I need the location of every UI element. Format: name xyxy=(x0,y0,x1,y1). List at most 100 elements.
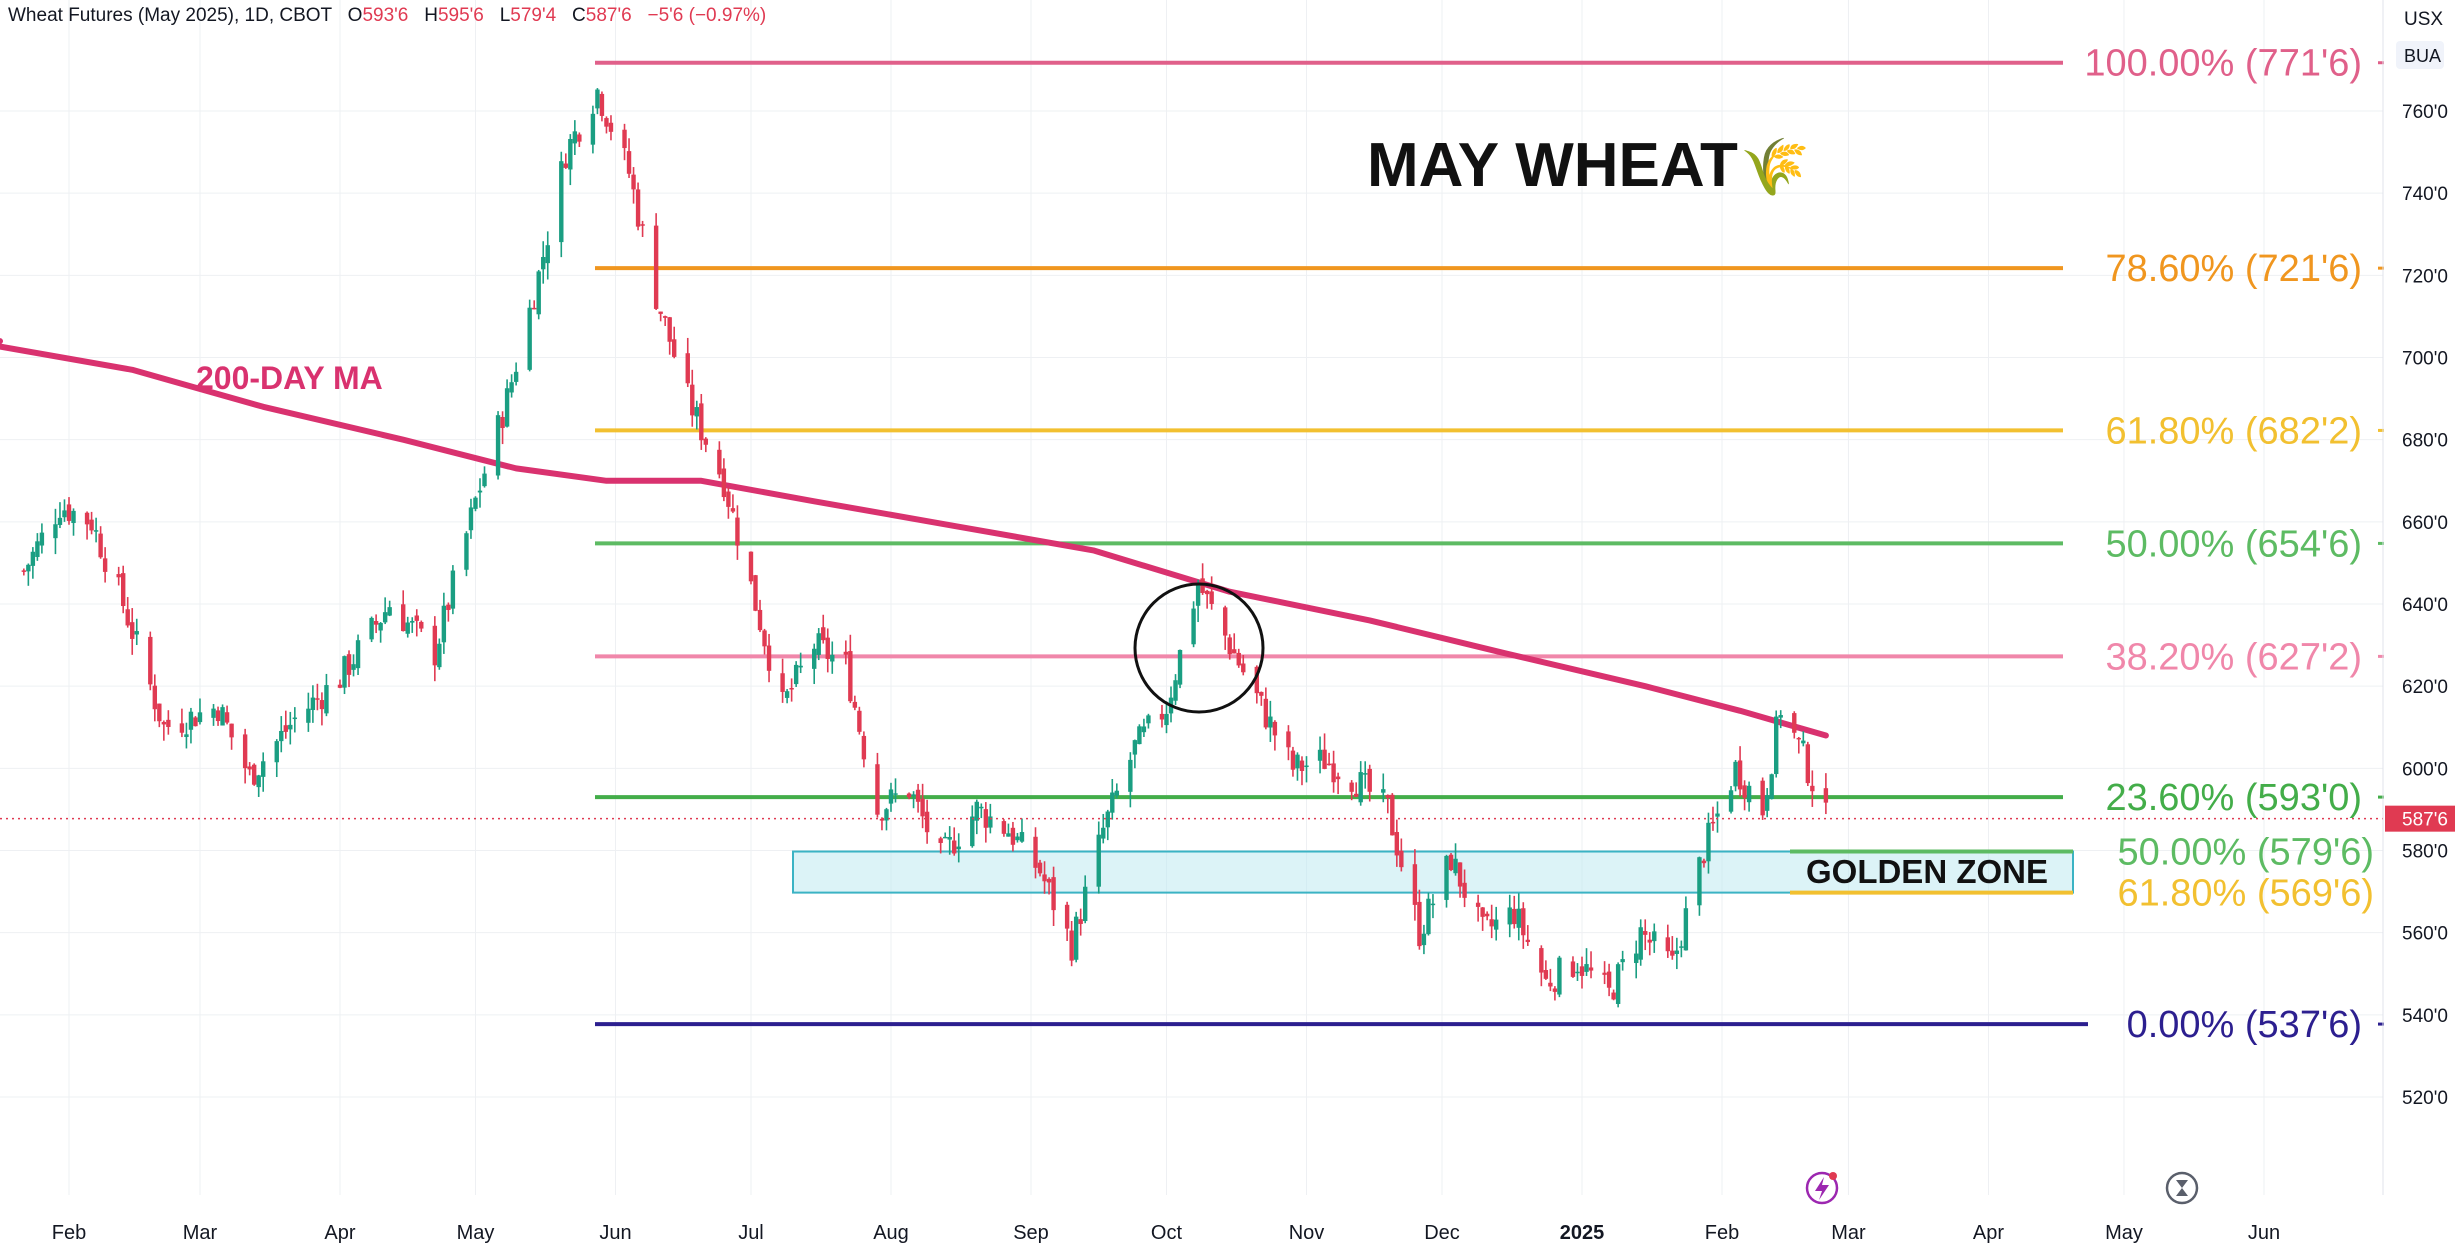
price-axis[interactable]: 760'0 740'0 720'0 700'0 680'0 660'0 640'0 620'0… xyxy=(2382,0,2455,1195)
candles xyxy=(21,88,1829,1008)
candle-down xyxy=(599,93,605,116)
candle-up xyxy=(1638,927,1643,960)
candle-up xyxy=(1110,792,1115,813)
candle-down xyxy=(1037,862,1043,874)
low-value: 579'4 xyxy=(510,5,557,26)
time-axis[interactable]: Feb Mar Apr May Jun Jul Aug Sep Oct Nov Dec 2025 Feb… xyxy=(52,1171,2280,1244)
candle-down xyxy=(1760,780,1765,816)
candle-up xyxy=(559,161,564,243)
x-tick-label: May xyxy=(457,1222,495,1244)
candle-up xyxy=(1746,785,1752,803)
candle-up xyxy=(30,551,36,566)
candle-up xyxy=(26,564,31,572)
moving-average: 200-DAY MA xyxy=(0,338,1829,739)
candle-up xyxy=(1358,772,1363,803)
candle-up xyxy=(541,257,546,270)
x-tick-label: Aug xyxy=(873,1222,909,1244)
candle-up xyxy=(324,685,329,714)
candle-down xyxy=(1484,913,1490,917)
candle-up xyxy=(1082,886,1088,922)
candle-down xyxy=(861,735,867,760)
candle-up xyxy=(942,836,948,839)
candle-down xyxy=(1241,663,1246,673)
candle-down xyxy=(608,122,614,132)
candle-up xyxy=(595,89,600,109)
candle-up xyxy=(1733,761,1738,787)
candle-down xyxy=(1611,992,1616,1000)
candle-down xyxy=(1259,691,1264,696)
candle-up xyxy=(292,717,298,720)
candle-down xyxy=(1204,590,1210,595)
golden-zone xyxy=(792,850,2074,894)
candle-up xyxy=(784,691,790,698)
candle-down xyxy=(116,574,121,578)
open-label: O xyxy=(347,5,363,26)
golden-zone-lower-label: 61.80% (569'6) xyxy=(2117,873,2374,915)
candle-down xyxy=(161,721,167,725)
candle-up xyxy=(1620,959,1625,963)
candle-down xyxy=(852,701,858,708)
candle-down xyxy=(1579,966,1585,976)
candle-down xyxy=(224,712,230,723)
x-tick-label: Feb xyxy=(52,1222,86,1244)
ma-200-label: 200-DAY MA xyxy=(196,360,383,396)
candle-down xyxy=(879,818,885,821)
candle-down xyxy=(247,766,252,770)
candle-down xyxy=(662,316,668,318)
candle-up xyxy=(57,517,63,525)
candle-down xyxy=(1367,768,1372,792)
y-tick-label: 680'0 xyxy=(2402,431,2448,452)
candle-up xyxy=(1101,827,1106,839)
candle-up xyxy=(1615,964,1621,1004)
x-tick-label: Jun xyxy=(599,1222,631,1244)
y-tick-label: 720'0 xyxy=(2402,266,2448,287)
candle-down xyxy=(1796,737,1801,740)
candle-down xyxy=(319,700,325,710)
symbol-name[interactable]: Wheat Futures (May 2025), 1D, CBOT xyxy=(8,5,332,26)
candle-down xyxy=(730,508,736,512)
candle-up xyxy=(306,708,311,723)
candle-down xyxy=(1792,713,1797,733)
candle-up xyxy=(1453,858,1458,874)
candle-up xyxy=(351,664,356,670)
candle-up xyxy=(970,816,975,847)
candle-up xyxy=(197,712,203,723)
candle-up xyxy=(568,138,573,170)
candle-up xyxy=(1363,773,1368,775)
candle-up xyxy=(1801,740,1806,744)
candle-down xyxy=(1335,776,1341,780)
candle-up xyxy=(495,415,501,476)
candle-down xyxy=(346,654,352,675)
candle-down xyxy=(98,533,103,558)
candle-down xyxy=(1742,785,1747,798)
chart-title: MAY WHEAT xyxy=(1367,131,1738,200)
grid xyxy=(0,0,2383,1195)
candle-down xyxy=(1033,836,1038,868)
candle-up xyxy=(1652,931,1657,942)
candle-up xyxy=(1114,790,1120,796)
candle-up xyxy=(71,510,76,524)
candle-down xyxy=(875,764,880,815)
candle-up xyxy=(184,734,189,737)
fib-label: 38.20% (627'2) xyxy=(2105,636,2362,678)
candle-down xyxy=(1570,961,1576,977)
candle-down xyxy=(1552,988,1558,992)
candle-down xyxy=(1480,907,1485,917)
candle-down xyxy=(1521,908,1526,936)
candle-down xyxy=(1227,637,1232,655)
candle-down xyxy=(1001,821,1007,834)
lightning-icon xyxy=(1805,1171,1839,1205)
candle-down xyxy=(577,134,582,142)
candle-up xyxy=(1105,811,1110,828)
unit-label: BUA xyxy=(2404,46,2441,66)
candle-down xyxy=(952,840,957,854)
lightning-icon-dot xyxy=(1829,1172,1837,1180)
candle-up xyxy=(974,801,979,821)
unit-badge xyxy=(2396,41,2444,69)
title-emoji: 🌾 xyxy=(1740,135,1810,198)
candle-up xyxy=(378,623,383,631)
candle-up xyxy=(1295,754,1300,769)
candle-down xyxy=(699,403,704,441)
fib-label: 78.60% (721'6) xyxy=(2105,248,2362,290)
